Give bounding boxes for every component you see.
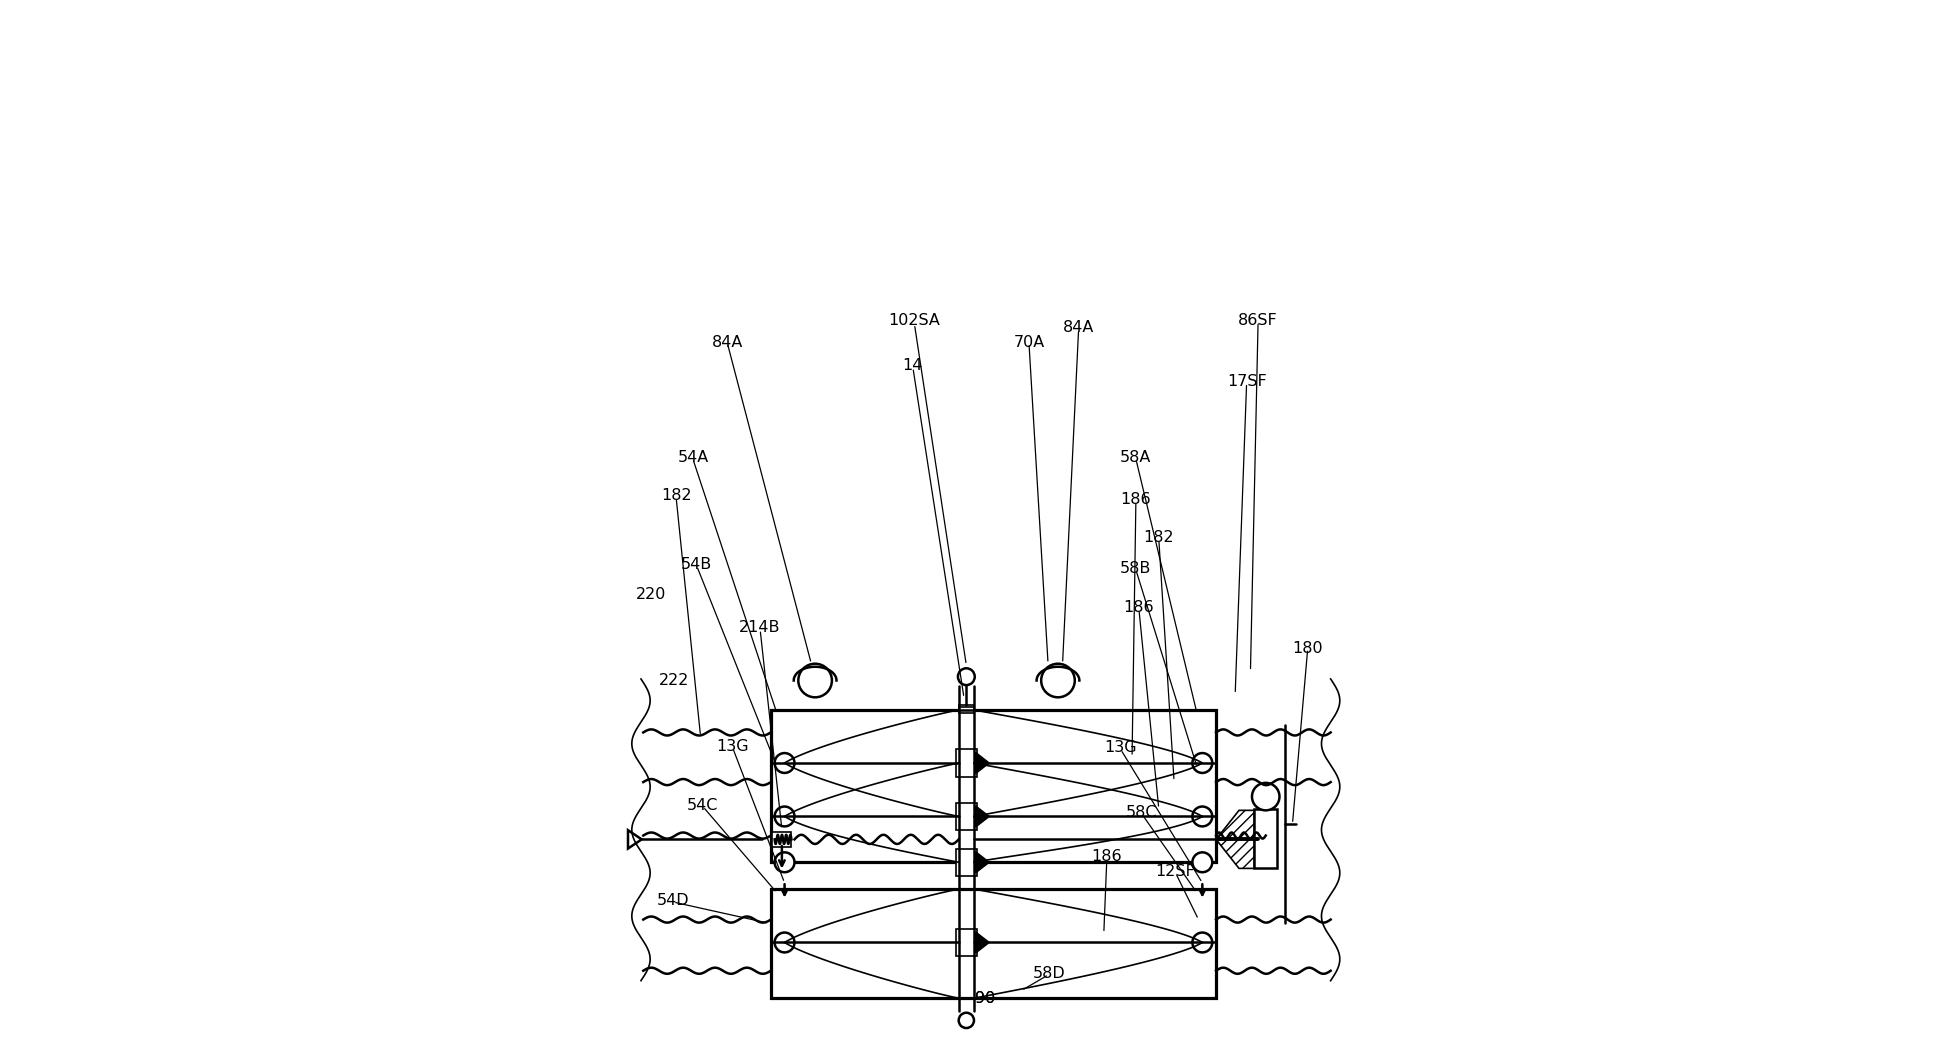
- Text: 214B: 214B: [739, 620, 780, 636]
- Circle shape: [775, 753, 794, 773]
- Bar: [956, 928, 977, 957]
- Bar: [773, 832, 792, 847]
- Polygon shape: [976, 851, 989, 873]
- Text: 54C: 54C: [687, 797, 718, 812]
- Text: 58D: 58D: [1032, 965, 1065, 981]
- Polygon shape: [976, 931, 989, 954]
- Text: 102SA: 102SA: [888, 313, 940, 327]
- Circle shape: [958, 668, 976, 685]
- Text: 58A: 58A: [1120, 450, 1151, 465]
- Text: 84A: 84A: [712, 336, 743, 351]
- Text: 54D: 54D: [657, 893, 689, 908]
- Text: 54B: 54B: [681, 557, 712, 572]
- Text: 58B: 58B: [1120, 561, 1151, 576]
- Text: 54A: 54A: [677, 450, 708, 465]
- Text: 84A: 84A: [1063, 320, 1095, 335]
- Text: 58C: 58C: [1126, 805, 1157, 821]
- Text: 182: 182: [661, 488, 691, 503]
- Text: 13G: 13G: [716, 739, 749, 754]
- Text: 220: 220: [636, 587, 665, 603]
- Bar: [771, 710, 1215, 863]
- Circle shape: [798, 664, 831, 697]
- Polygon shape: [976, 752, 989, 774]
- Bar: [771, 889, 1215, 998]
- Circle shape: [1042, 664, 1075, 697]
- Text: 180: 180: [1292, 641, 1323, 656]
- Text: 70A: 70A: [1013, 336, 1044, 351]
- Text: 186: 186: [1120, 492, 1151, 507]
- Text: 13G: 13G: [1104, 740, 1137, 755]
- Text: 12SF: 12SF: [1155, 864, 1196, 879]
- Circle shape: [1192, 852, 1212, 872]
- Bar: [1254, 809, 1278, 868]
- Circle shape: [775, 932, 794, 953]
- Text: 182: 182: [1143, 530, 1175, 545]
- Polygon shape: [1215, 810, 1254, 868]
- Bar: [958, 705, 974, 713]
- Circle shape: [775, 852, 794, 872]
- Circle shape: [1192, 932, 1212, 953]
- Polygon shape: [628, 830, 642, 849]
- Circle shape: [958, 1013, 974, 1029]
- Text: 17SF: 17SF: [1227, 374, 1266, 389]
- Circle shape: [1192, 807, 1212, 827]
- Text: 186: 186: [1124, 601, 1155, 616]
- Text: 90: 90: [976, 991, 995, 1005]
- Circle shape: [775, 807, 794, 827]
- Text: 14: 14: [903, 358, 923, 374]
- Circle shape: [1192, 753, 1212, 773]
- Circle shape: [1253, 782, 1280, 810]
- Bar: [956, 803, 977, 830]
- Text: 86SF: 86SF: [1239, 313, 1278, 327]
- Text: 90: 90: [976, 991, 995, 1005]
- Text: 222: 222: [659, 673, 689, 689]
- Bar: [956, 849, 977, 876]
- Text: 186: 186: [1091, 849, 1122, 864]
- Bar: [956, 750, 977, 777]
- Polygon shape: [976, 806, 989, 827]
